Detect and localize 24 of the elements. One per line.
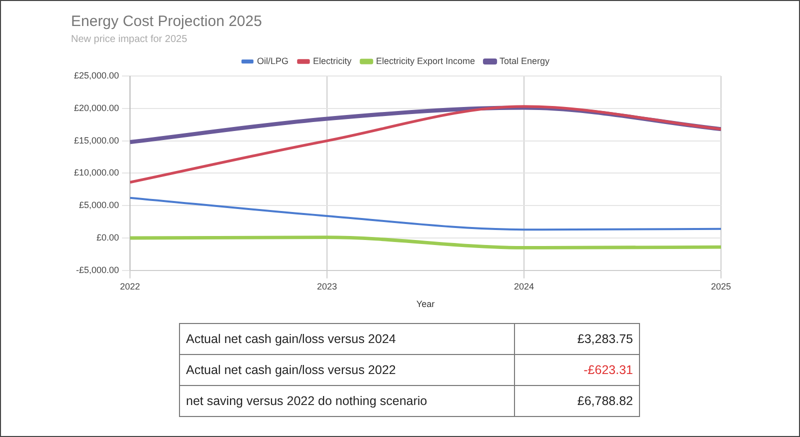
y-tick-label: £0.00 — [96, 232, 120, 242]
y-tick-label: £20,000.00 — [74, 102, 120, 113]
chart-subtitle: New price impact for 2025 — [71, 34, 188, 45]
legend-label: Oil/LPG — [256, 56, 288, 66]
y-tick-label: £10,000.00 — [74, 168, 120, 178]
chart-title: Energy Cost Projection 2025 — [71, 13, 262, 30]
x-tick-label: 2024 — [514, 281, 534, 292]
text: net saving versus 2022 do nothing scenario — [180, 386, 514, 416]
y-tick-label: -£5,000.00 — [76, 264, 120, 275]
y-tick-label: £5,000.00 — [78, 200, 120, 210]
y-tick-label: £25,000.00 — [74, 70, 120, 80]
legend-label: Total Energy — [500, 56, 550, 66]
x-tick-label: 2025 — [710, 281, 732, 292]
legend-label: Electricity — [312, 56, 352, 66]
text: -£623.31 — [514, 354, 640, 386]
text: £6,788.82 — [514, 386, 640, 416]
text: Actual net cash gain/loss versus 2022 — [180, 354, 514, 386]
text: £3,283.75 — [514, 324, 640, 354]
legend-label: Electricity Export Income — [376, 56, 476, 66]
text: Actual net cash gain/loss versus 2024 — [180, 324, 514, 354]
x-tick-label: 2022 — [120, 281, 140, 292]
x-tick-label: 2023 — [317, 281, 338, 292]
y-tick-label: £15,000.00 — [74, 135, 120, 146]
x-axis-title: Year — [416, 299, 435, 310]
